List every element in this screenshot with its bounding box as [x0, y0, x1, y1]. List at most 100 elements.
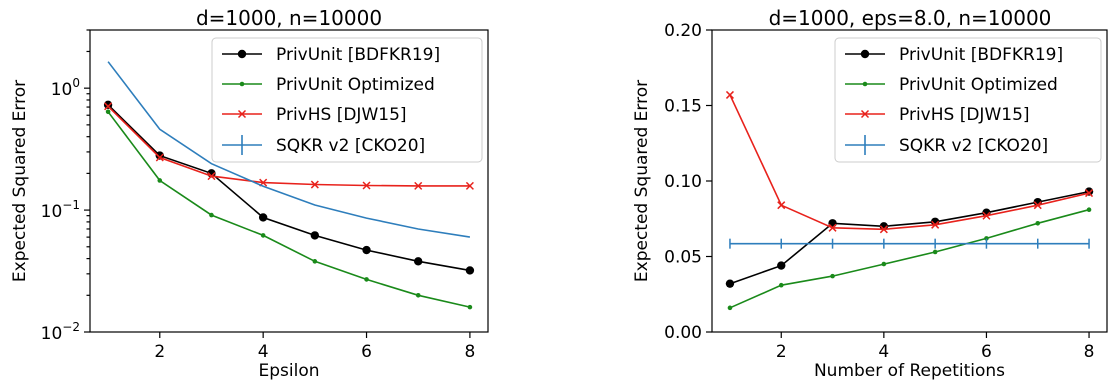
y-tick-label: 0.10	[664, 172, 702, 192]
data-point	[860, 109, 870, 119]
y-axis-label: Expected Squared Error	[632, 80, 652, 282]
legend-box	[834, 37, 1102, 163]
legend: PrivUnit [BDFKR19] PrivUnit Optimized Priv…	[211, 37, 483, 163]
data-point	[879, 225, 888, 234]
data-point	[312, 259, 318, 264]
x-marker-stroke	[860, 109, 870, 119]
data-point	[777, 201, 786, 210]
x-marker-stroke	[879, 225, 888, 234]
series-line	[729, 94, 1090, 231]
plot-frame	[711, 29, 1108, 333]
legend-label: PrivUnit [BDFKR19]	[276, 45, 440, 65]
y-tick-base: 10	[51, 80, 73, 100]
series-3	[104, 102, 474, 190]
data-point	[157, 178, 163, 183]
x-marker-stroke	[414, 181, 423, 190]
y-tick-label: 0.20	[664, 21, 702, 41]
data-point	[777, 261, 786, 270]
data-point	[362, 181, 371, 190]
data-point	[310, 180, 319, 189]
data-point	[415, 292, 421, 298]
data-point	[237, 109, 247, 119]
plot-frame	[89, 29, 489, 333]
x-tick-label: 2	[154, 342, 165, 362]
series-line	[107, 61, 471, 238]
data-point	[364, 277, 369, 282]
data-point	[209, 212, 214, 218]
y-tick-base: 10	[41, 324, 63, 344]
x-marker-stroke	[207, 172, 216, 181]
chart-title: d=1000, n=10000	[196, 6, 382, 30]
series-line	[107, 105, 470, 187]
legend-label: PrivHS [DJW15]	[899, 105, 1030, 125]
x-marker-stroke	[362, 181, 371, 190]
data-point	[104, 102, 113, 111]
data-point	[155, 153, 164, 162]
data-point	[727, 305, 733, 311]
data-point	[932, 249, 938, 255]
data-point	[237, 49, 247, 59]
x-marker-stroke	[310, 180, 319, 189]
legend-label: PrivUnit Optimized	[276, 75, 435, 95]
x-tick-label: 8	[464, 342, 475, 362]
chart-title: d=1000, eps=8.0, n=10000	[769, 6, 1052, 30]
data-point	[105, 109, 111, 115]
x-tick-label: 4	[258, 342, 269, 362]
series-4	[729, 238, 1090, 249]
y-tick-label: 0.15	[664, 97, 702, 117]
series-line	[107, 111, 471, 308]
series-line	[729, 208, 1090, 309]
legend-label: SQKR v2 [CKO20]	[276, 136, 425, 156]
data-point	[414, 257, 423, 266]
x-tick-label: 2	[776, 342, 787, 362]
x-tick-label: 4	[878, 342, 889, 362]
x-marker-stroke	[1085, 189, 1094, 198]
data-point	[465, 181, 474, 190]
y-tick-exponent: −2	[62, 320, 80, 334]
data-point	[1086, 207, 1092, 212]
x-marker-stroke	[982, 211, 991, 220]
legend: PrivUnit [BDFKR19] PrivUnit Optimized Priv…	[834, 37, 1102, 163]
x-axis-label: Number of Repetitions	[814, 361, 1005, 381]
data-point	[310, 231, 320, 240]
x-marker-stroke	[931, 220, 940, 229]
data-point	[258, 213, 268, 222]
legend-label: PrivUnit Optimized	[899, 75, 1058, 95]
y-tick-label: 0.00	[664, 323, 702, 343]
x-marker-stroke	[828, 223, 837, 232]
data-point	[881, 261, 887, 267]
x-marker-stroke	[1033, 201, 1042, 210]
y-tick-exponent: −1	[62, 198, 80, 212]
y-tick-label: 0.05	[664, 248, 702, 268]
y-tick-label: 100	[51, 76, 80, 100]
data-point	[103, 100, 113, 110]
x-marker-stroke	[104, 102, 113, 111]
series-3	[725, 90, 1094, 234]
series-line	[729, 190, 1090, 285]
x-marker-stroke	[237, 109, 247, 119]
data-point	[467, 304, 473, 310]
y-axis-label: Expected Squared Error	[10, 80, 30, 282]
legend-label: PrivUnit [BDFKR19]	[899, 45, 1063, 65]
x-axis-label: Epsilon	[258, 361, 319, 381]
x-marker-stroke	[465, 181, 474, 190]
data-point	[465, 266, 475, 275]
y-tick-exponent: 0	[72, 76, 80, 90]
data-point	[1035, 220, 1041, 226]
y-tick-base: 10	[41, 202, 63, 222]
data-point	[414, 181, 423, 190]
series-2	[727, 207, 1092, 311]
data-point	[828, 223, 837, 232]
data-point	[239, 81, 245, 87]
data-point	[362, 245, 371, 255]
x-marker-stroke	[155, 153, 164, 162]
series-2	[105, 109, 473, 310]
data-point	[725, 279, 735, 288]
data-point	[862, 81, 868, 87]
chart-2: d=1000, eps=8.0, n=10000 2 4 6 8 0.00 0.05 0.10…	[632, 6, 1108, 381]
data-point	[207, 172, 216, 181]
y-tick-label: 10−2	[41, 320, 80, 344]
data-point	[984, 236, 989, 241]
